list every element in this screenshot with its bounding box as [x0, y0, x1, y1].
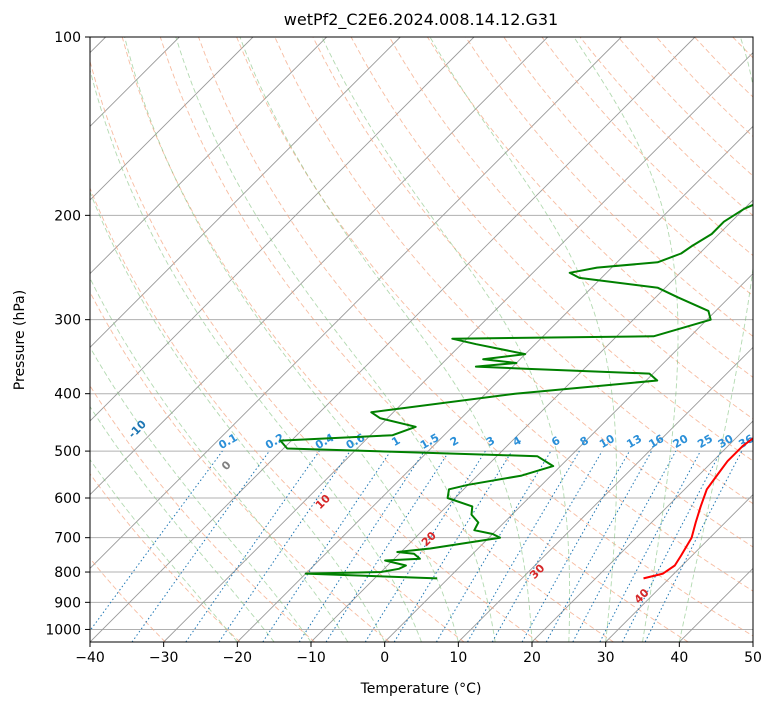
dry-adiabat-line [159, 37, 689, 642]
dry-adiabat-line [90, 186, 465, 642]
dry-adiabat-line [121, 37, 614, 642]
y-tick-label: 1000 [45, 622, 81, 638]
mixing-ratio-line [185, 450, 320, 642]
temperature-trace [643, 437, 753, 580]
mixing-ratio-line [572, 450, 677, 642]
y-tick-label: 700 [54, 531, 81, 547]
isotherm-line [531, 420, 753, 642]
dry-adiabat-line [427, 37, 753, 378]
mixing-ratio-line [393, 450, 513, 642]
y-tick-label: 100 [54, 30, 81, 46]
isotherm-line [605, 494, 753, 642]
x-tick-label: −20 [223, 650, 253, 666]
mixing-ratio-line [325, 450, 450, 642]
y-axis-ticks: 100 200 300 400 500 600 700 800 900 1000 [45, 30, 90, 638]
isotherm-line [90, 37, 327, 275]
dry-adiabat-line [350, 37, 753, 462]
y-tick-label: 300 [54, 313, 81, 329]
dry-adiabat-line [90, 557, 166, 642]
mixing-ratio-line [90, 450, 223, 632]
mixing-ratio-line [131, 450, 270, 642]
isotherm-line [237, 125, 753, 642]
moist-adiabat-line [90, 277, 349, 642]
dry-adiabat-line [90, 59, 540, 642]
moist-adiabat-line [90, 458, 238, 642]
moist-adiabat-line [90, 346, 312, 642]
y-tick-label: 800 [54, 565, 81, 581]
chart-title: wetPf2_C2E6.2024.008.14.12.G31 [284, 10, 558, 30]
moist-adiabat-line [321, 37, 571, 642]
moist-adiabat-line [429, 37, 617, 642]
dry-adiabat-line [90, 291, 390, 642]
x-tick-label: −30 [149, 650, 179, 666]
moist-adiabat-lines [90, 37, 753, 642]
y-tick-label: 600 [54, 491, 81, 507]
x-axis-label: Temperature (°C) [360, 681, 482, 697]
isotherm-line [384, 273, 753, 642]
isotherm-line [90, 37, 475, 422]
x-tick-label: 30 [597, 650, 615, 666]
y-tick-label: 500 [54, 444, 81, 460]
moist-adiabat-line [124, 37, 459, 642]
moist-adiabat-line [175, 37, 496, 642]
plot-area: 0.10.20.40.611.52346810131620253036-100-… [90, 37, 756, 642]
moist-adiabat-line [573, 37, 679, 642]
moist-adiabat-line [239, 37, 533, 642]
mixing-ratio-line [521, 450, 630, 642]
dry-adiabat-lines [90, 37, 753, 642]
mixing-ratio-line [644, 450, 743, 642]
x-tick-label: 40 [670, 650, 688, 666]
x-tick-label: −10 [296, 650, 326, 666]
isotherm-line [90, 37, 622, 569]
dry-adiabat-line [90, 473, 241, 642]
y-axis-label: Pressure (hPa) [12, 290, 28, 390]
isotherm-line [310, 199, 753, 642]
sounding-traces [279, 203, 753, 580]
isotherm-line [458, 346, 753, 642]
plot-frame [89, 36, 754, 643]
moist-adiabat-line [90, 405, 275, 642]
isotherm-line [90, 37, 401, 348]
mixing-ratio-lines [90, 450, 743, 642]
x-axis-ticks: −40 −30 −20 −10 0 10 20 30 40 50 [75, 642, 762, 666]
dry-adiabat-line [90, 384, 315, 642]
mixing-ratio-line [218, 450, 351, 642]
isotherm-line [90, 37, 254, 201]
mixing-ratio-line [262, 450, 392, 642]
y-tick-label: 200 [54, 208, 81, 224]
mixing-ratio-line [298, 450, 425, 642]
moist-adiabat-line [678, 37, 753, 642]
moist-adiabat-line [90, 67, 422, 642]
x-tick-label: 0 [380, 650, 389, 666]
y-tick-label: 900 [54, 595, 81, 611]
dry-adiabat-line [198, 37, 753, 637]
x-tick-label: 20 [523, 650, 541, 666]
isotherm-line [90, 37, 548, 496]
dry-adiabat-line [503, 37, 753, 297]
x-tick-label: −40 [75, 650, 105, 666]
dry-adiabat-line [236, 37, 753, 592]
x-tick-label: 50 [744, 650, 762, 666]
mixing-ratio-label: 36 [736, 432, 756, 451]
mixing-ratio-line [545, 450, 653, 642]
dewpoint-trace [279, 203, 753, 580]
y-tick-label: 400 [54, 387, 81, 403]
x-tick-label: 10 [449, 650, 467, 666]
moist-adiabat-line [90, 190, 386, 642]
